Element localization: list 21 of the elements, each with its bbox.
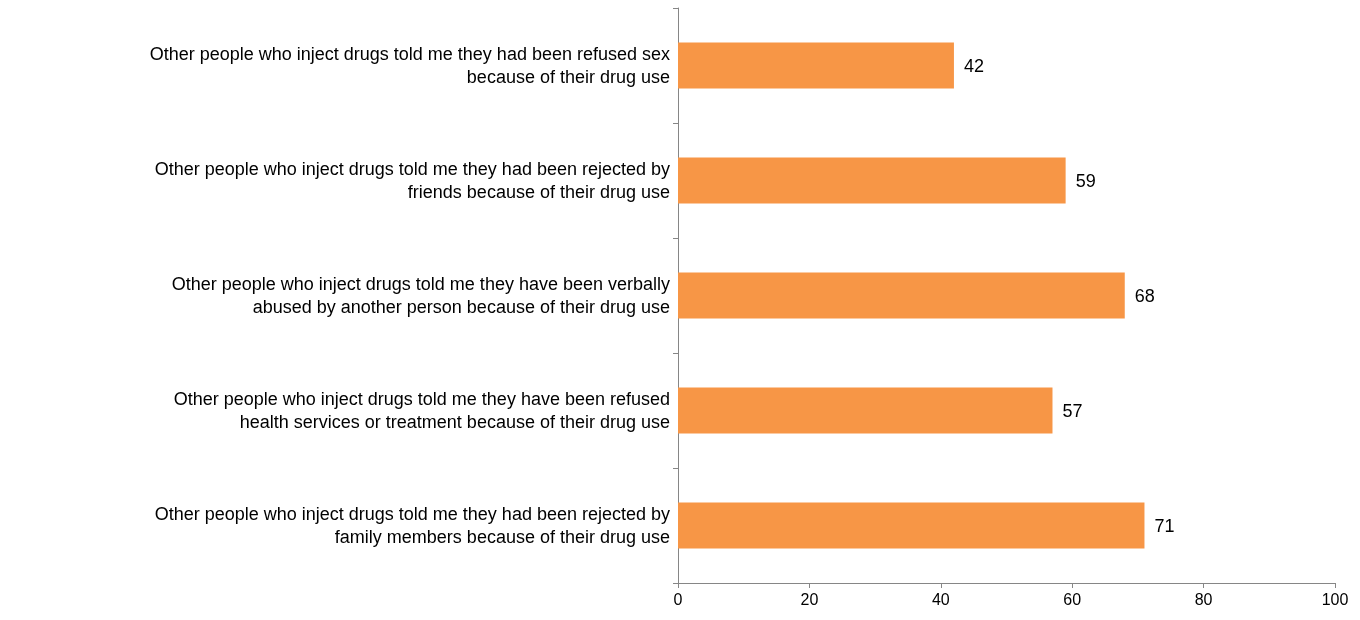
data-label: 42 bbox=[963, 55, 984, 76]
data-label: 68 bbox=[1134, 285, 1155, 306]
x-tick-label: 100 bbox=[1321, 590, 1349, 608]
y-tick-label: Other people who inject drugs told me they have been refused health services or treatment because of their drug use bbox=[173, 389, 670, 432]
data-label: 57 bbox=[1062, 400, 1083, 421]
y-tick-label: Other people who inject drugs told me they had been rejected by friends because of their drug use bbox=[154, 159, 670, 202]
bar bbox=[678, 42, 954, 89]
bar bbox=[678, 272, 1125, 319]
x-tick-label: 20 bbox=[800, 590, 819, 608]
y-tick-label: Other people who inject drugs told me they had been refused sex because of their drug use bbox=[149, 44, 670, 87]
y-tick-label: Other people who inject drugs told me they had been rejected by family members because of their drug use bbox=[154, 504, 670, 547]
x-tick-label: 80 bbox=[1194, 590, 1213, 608]
x-tick-label: 60 bbox=[1063, 590, 1082, 608]
x-tick-label: 0 bbox=[673, 590, 683, 608]
bar bbox=[678, 387, 1053, 434]
data-label: 71 bbox=[1154, 515, 1175, 536]
bar bbox=[678, 502, 1145, 549]
bar bbox=[678, 157, 1066, 204]
data-label: 59 bbox=[1075, 170, 1096, 191]
y-tick-label: Other people who inject drugs told me they have been verbally abused by another person because of their drug use bbox=[171, 274, 670, 317]
x-tick-label: 40 bbox=[931, 590, 950, 608]
